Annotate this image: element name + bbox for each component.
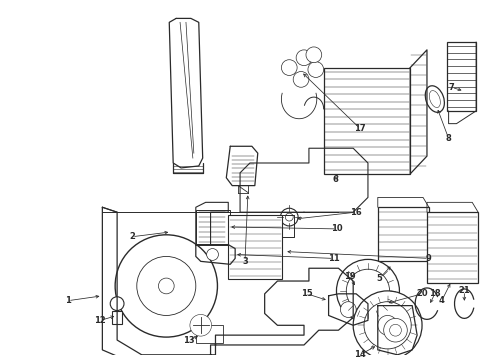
- Circle shape: [377, 315, 397, 335]
- Ellipse shape: [425, 86, 444, 112]
- Text: 6: 6: [332, 175, 338, 184]
- Bar: [446, 42, 475, 111]
- Text: 8: 8: [445, 134, 450, 143]
- Circle shape: [307, 62, 323, 77]
- Text: 7: 7: [448, 83, 453, 92]
- Text: 11: 11: [327, 254, 339, 263]
- Text: 19: 19: [344, 271, 355, 280]
- Text: 10: 10: [330, 224, 342, 233]
- Bar: [377, 207, 428, 261]
- Text: 18: 18: [428, 289, 440, 298]
- Text: 16: 16: [349, 208, 361, 217]
- Text: 20: 20: [415, 289, 427, 298]
- Bar: [195, 210, 230, 245]
- Text: 5: 5: [376, 274, 382, 283]
- Text: 1: 1: [65, 296, 71, 305]
- Circle shape: [206, 248, 218, 260]
- Text: 15: 15: [301, 289, 312, 298]
- Bar: [426, 212, 477, 283]
- Circle shape: [383, 318, 407, 342]
- Bar: [323, 68, 409, 174]
- Ellipse shape: [428, 91, 440, 108]
- Text: 2: 2: [129, 232, 135, 241]
- Circle shape: [389, 324, 401, 336]
- Text: 3: 3: [242, 257, 247, 266]
- Circle shape: [285, 213, 293, 221]
- Circle shape: [281, 60, 297, 76]
- Bar: [228, 215, 282, 279]
- Circle shape: [189, 315, 211, 336]
- Circle shape: [110, 297, 124, 311]
- Circle shape: [346, 269, 389, 312]
- Circle shape: [296, 50, 311, 66]
- Circle shape: [158, 278, 174, 294]
- Circle shape: [115, 235, 217, 337]
- Circle shape: [352, 291, 421, 360]
- Text: 13: 13: [183, 336, 194, 345]
- Bar: [112, 311, 122, 324]
- Circle shape: [336, 260, 399, 322]
- Text: 14: 14: [353, 350, 365, 359]
- Circle shape: [137, 256, 195, 315]
- Circle shape: [363, 302, 410, 349]
- Text: 12: 12: [94, 316, 106, 325]
- Bar: [195, 325, 223, 343]
- Text: 9: 9: [425, 254, 431, 263]
- Circle shape: [280, 208, 298, 226]
- Circle shape: [293, 72, 308, 87]
- Text: 4: 4: [438, 296, 444, 305]
- Circle shape: [305, 47, 321, 63]
- Text: 17: 17: [353, 124, 365, 133]
- Circle shape: [340, 302, 355, 318]
- Text: 21: 21: [458, 286, 469, 295]
- Circle shape: [192, 318, 208, 333]
